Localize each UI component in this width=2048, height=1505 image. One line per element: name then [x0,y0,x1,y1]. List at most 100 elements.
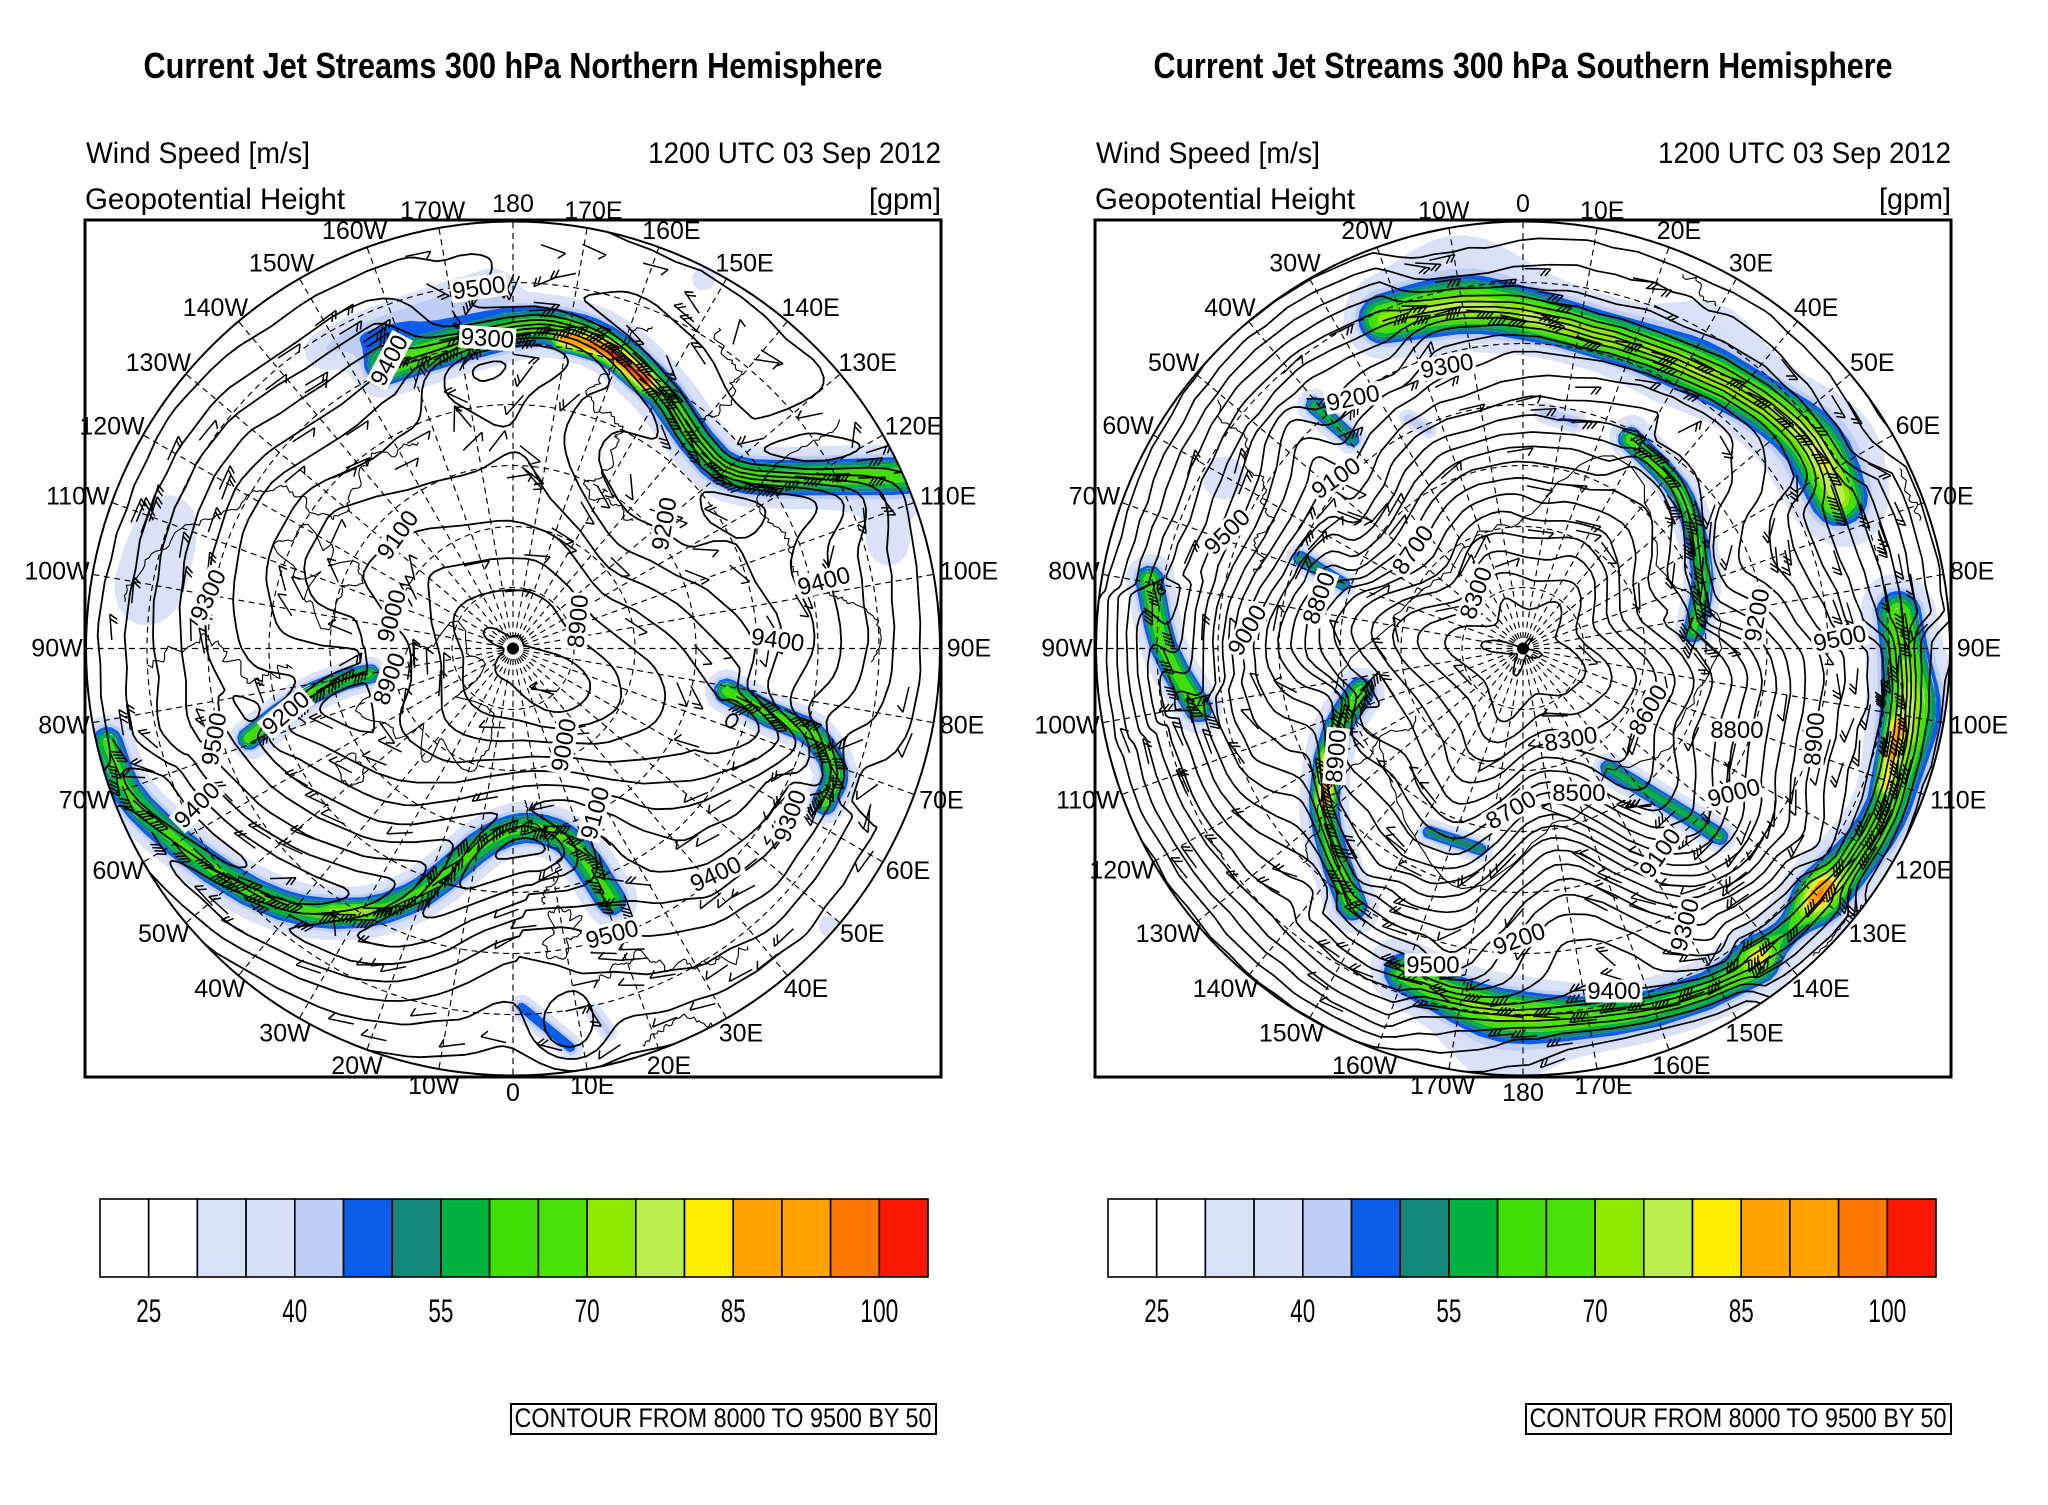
svg-text:170W: 170W [400,197,466,225]
svg-text:40W: 40W [194,975,246,1003]
svg-text:160E: 160E [642,217,700,245]
svg-text:Current Jet Streams 300 hPa No: Current Jet Streams 300 hPa Northern Hem… [144,45,883,86]
svg-text:70: 70 [575,1293,600,1329]
svg-text:80W: 80W [38,712,90,740]
svg-text:60W: 60W [92,857,144,885]
svg-text:85: 85 [721,1293,746,1329]
svg-text:80W: 80W [1048,557,1100,585]
svg-text:20E: 20E [1657,217,1701,245]
svg-text:Current Jet Streams 300 hPa So: Current Jet Streams 300 hPa Southern Hem… [1154,45,1893,86]
svg-text:110W: 110W [46,483,110,511]
svg-text:[gpm]: [gpm] [1879,183,1951,216]
svg-text:0: 0 [506,1079,520,1107]
svg-text:40E: 40E [1794,294,1838,322]
svg-text:70W: 70W [59,787,111,815]
svg-text:40: 40 [1290,1293,1315,1329]
svg-text:20E: 20E [647,1052,691,1080]
svg-text:110W: 110W [1056,787,1120,815]
svg-text:80E: 80E [940,712,984,740]
svg-text:140W: 140W [1193,975,1259,1003]
svg-text:70E: 70E [1929,483,1973,511]
svg-text:Geopotential Height: Geopotential Height [1095,183,1356,216]
svg-text:[gpm]: [gpm] [869,183,941,216]
svg-text:25: 25 [136,1293,161,1329]
svg-text:50W: 50W [138,920,190,948]
svg-text:130W: 130W [126,349,192,377]
svg-text:60E: 60E [886,857,930,885]
svg-text:130E: 130E [839,349,897,377]
svg-text:150W: 150W [1259,1019,1325,1047]
svg-text:140E: 140E [781,294,839,322]
svg-text:110E: 110E [920,483,977,511]
svg-text:8900: 8900 [563,593,595,649]
svg-text:90E: 90E [1957,635,2001,663]
svg-text:70E: 70E [919,787,963,815]
svg-text:130E: 130E [1849,920,1907,948]
svg-text:100W: 100W [24,557,90,585]
svg-text:100E: 100E [940,557,998,585]
svg-text:100W: 100W [1034,712,1100,740]
svg-text:55: 55 [428,1293,453,1329]
svg-text:85: 85 [1729,1293,1754,1329]
svg-text:70W: 70W [1069,483,1121,511]
svg-text:CONTOUR FROM 8000 TO 9500 BY 5: CONTOUR FROM 8000 TO 9500 BY 50 [1530,1403,1947,1433]
svg-text:90E: 90E [947,635,991,663]
svg-text:50E: 50E [840,920,884,948]
svg-text:10E: 10E [570,1072,614,1100]
svg-text:30W: 30W [259,1019,311,1047]
svg-text:90W: 90W [1041,635,1093,663]
svg-text:0: 0 [1516,190,1530,218]
svg-text:1200 UTC 03 Sep 2012: 1200 UTC 03 Sep 2012 [648,137,941,170]
svg-text:110E: 110E [1930,787,1987,815]
svg-text:20W: 20W [331,1052,383,1080]
svg-text:60E: 60E [1896,412,1940,440]
svg-text:30E: 30E [1729,250,1773,278]
svg-text:CONTOUR FROM 8000 TO 9500 BY 5: CONTOUR FROM 8000 TO 9500 BY 50 [515,1403,932,1433]
svg-text:Geopotential Height: Geopotential Height [85,183,346,216]
svg-text:100: 100 [1868,1293,1906,1329]
svg-text:100: 100 [860,1293,898,1329]
svg-text:30E: 30E [719,1019,763,1047]
svg-text:9300: 9300 [460,323,515,354]
svg-text:160W: 160W [1332,1052,1398,1080]
svg-text:30W: 30W [1269,250,1321,278]
svg-text:180: 180 [492,190,534,218]
svg-text:120W: 120W [79,412,145,440]
svg-text:8900: 8900 [1321,728,1353,784]
svg-text:60W: 60W [1102,412,1154,440]
svg-text:120W: 120W [1089,857,1155,885]
svg-text:150E: 150E [1725,1019,1783,1047]
svg-text:150W: 150W [249,250,315,278]
svg-text:40E: 40E [784,975,828,1003]
svg-text:140W: 140W [183,294,249,322]
svg-text:100E: 100E [1950,712,2008,740]
svg-text:1200 UTC 03 Sep 2012: 1200 UTC 03 Sep 2012 [1658,137,1951,170]
svg-text:120E: 120E [885,412,943,440]
svg-text:160W: 160W [322,217,388,245]
svg-text:90W: 90W [31,635,83,663]
svg-text:10E: 10E [1580,197,1624,225]
svg-text:20W: 20W [1341,217,1393,245]
svg-text:8900: 8900 [1799,711,1831,767]
svg-text:170E: 170E [1574,1072,1632,1100]
svg-text:80E: 80E [1950,557,1994,585]
svg-text:10W: 10W [408,1072,460,1100]
svg-text:8800: 8800 [1710,717,1763,744]
svg-text:8500: 8500 [1552,780,1605,807]
svg-text:150E: 150E [715,250,773,278]
svg-text:9400: 9400 [1587,978,1640,1005]
svg-text:40: 40 [282,1293,307,1329]
svg-text:Wind Speed [m/s]: Wind Speed [m/s] [86,137,310,170]
svg-text:25: 25 [1144,1293,1169,1329]
svg-text:140E: 140E [1791,975,1849,1003]
svg-text:9500: 9500 [1406,952,1459,979]
svg-text:160E: 160E [1652,1052,1710,1080]
svg-text:170W: 170W [1410,1072,1476,1100]
svg-text:Wind Speed [m/s]: Wind Speed [m/s] [1096,137,1320,170]
svg-text:50W: 50W [1148,349,1200,377]
svg-text:170E: 170E [564,197,622,225]
svg-text:130W: 130W [1136,920,1202,948]
svg-text:120E: 120E [1895,857,1953,885]
svg-text:40W: 40W [1204,294,1256,322]
svg-text:70: 70 [1583,1293,1608,1329]
